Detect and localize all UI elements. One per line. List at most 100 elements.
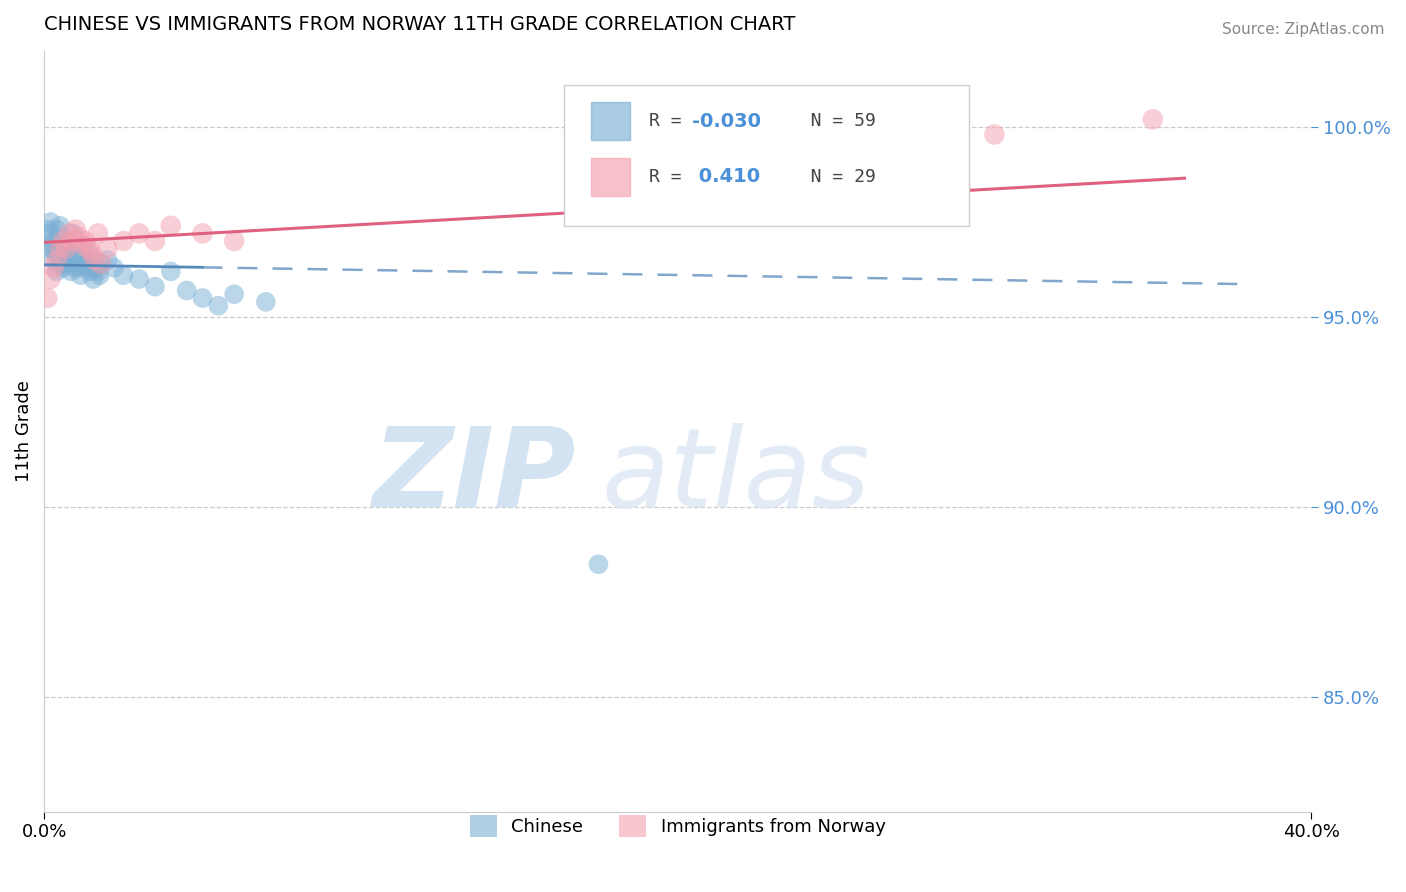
Point bbox=[75, 253, 97, 268]
Point bbox=[67, 242, 90, 256]
Point bbox=[96, 253, 118, 268]
Point bbox=[70, 237, 93, 252]
Point bbox=[53, 242, 76, 256]
Point bbox=[42, 234, 65, 248]
Text: N = 59: N = 59 bbox=[778, 112, 876, 130]
Point bbox=[49, 242, 72, 256]
Point bbox=[112, 268, 135, 283]
Point bbox=[60, 264, 83, 278]
Point bbox=[224, 234, 246, 248]
Point bbox=[79, 264, 101, 278]
Point bbox=[86, 260, 108, 275]
Point bbox=[176, 284, 198, 298]
Point bbox=[39, 242, 62, 256]
Point bbox=[75, 234, 97, 248]
Point bbox=[67, 260, 90, 275]
Point bbox=[56, 253, 79, 268]
Point bbox=[80, 260, 103, 275]
Point bbox=[96, 242, 118, 256]
Text: 0.410: 0.410 bbox=[692, 167, 759, 186]
Point bbox=[128, 272, 150, 286]
Point bbox=[52, 260, 75, 275]
Text: R =: R = bbox=[648, 112, 692, 130]
Point bbox=[62, 249, 84, 263]
Point bbox=[39, 272, 62, 286]
Point bbox=[44, 245, 66, 260]
Point bbox=[825, 139, 848, 153]
Text: CHINESE VS IMMIGRANTS FROM NORWAY 11TH GRADE CORRELATION CHART: CHINESE VS IMMIGRANTS FROM NORWAY 11TH G… bbox=[44, 15, 796, 34]
Bar bbox=[592, 103, 630, 140]
Point bbox=[37, 227, 59, 241]
Point bbox=[83, 253, 105, 268]
Bar bbox=[592, 158, 630, 195]
Point bbox=[70, 257, 93, 271]
Point bbox=[42, 253, 65, 268]
Point bbox=[45, 222, 67, 236]
Point bbox=[77, 245, 100, 260]
Point bbox=[45, 264, 67, 278]
Point bbox=[83, 253, 105, 268]
Point bbox=[224, 287, 246, 301]
Point bbox=[143, 279, 166, 293]
Point bbox=[55, 242, 77, 256]
Point bbox=[588, 558, 610, 572]
Point bbox=[51, 257, 73, 271]
Text: atlas: atlas bbox=[602, 424, 870, 531]
Point bbox=[254, 294, 277, 309]
Point bbox=[159, 264, 181, 278]
Point bbox=[666, 158, 689, 172]
Point bbox=[52, 234, 75, 248]
Point bbox=[65, 234, 87, 248]
Text: -0.030: -0.030 bbox=[692, 112, 761, 131]
Point bbox=[37, 291, 59, 305]
Legend: Chinese, Immigrants from Norway: Chinese, Immigrants from Norway bbox=[463, 808, 893, 845]
Point bbox=[65, 222, 87, 236]
Point bbox=[58, 227, 80, 241]
Point bbox=[90, 257, 112, 271]
Point bbox=[55, 253, 77, 268]
Point bbox=[77, 242, 100, 256]
Point bbox=[73, 257, 96, 271]
Point bbox=[983, 128, 1005, 142]
Point bbox=[191, 291, 214, 305]
Point bbox=[65, 253, 87, 268]
Point bbox=[62, 227, 84, 241]
Point bbox=[103, 260, 125, 275]
Point bbox=[67, 230, 90, 244]
Point bbox=[55, 234, 77, 248]
Point bbox=[87, 227, 110, 241]
Point bbox=[1142, 112, 1164, 127]
Point bbox=[49, 219, 72, 233]
Point bbox=[207, 299, 229, 313]
Point bbox=[82, 272, 104, 286]
Point bbox=[63, 260, 86, 275]
Point bbox=[42, 260, 65, 275]
FancyBboxPatch shape bbox=[564, 85, 969, 226]
Point bbox=[49, 230, 72, 244]
Point bbox=[70, 237, 93, 252]
Point bbox=[76, 260, 98, 275]
Point bbox=[41, 237, 63, 252]
Point bbox=[62, 234, 84, 248]
Point bbox=[58, 242, 80, 256]
Text: Source: ZipAtlas.com: Source: ZipAtlas.com bbox=[1222, 22, 1385, 37]
Point bbox=[90, 257, 112, 271]
Text: ZIP: ZIP bbox=[373, 424, 576, 531]
Point bbox=[191, 227, 214, 241]
Y-axis label: 11th Grade: 11th Grade bbox=[15, 380, 32, 482]
Point bbox=[159, 219, 181, 233]
Point bbox=[52, 237, 75, 252]
Text: N = 29: N = 29 bbox=[778, 168, 876, 186]
Point bbox=[128, 227, 150, 241]
Point bbox=[87, 264, 110, 278]
Text: R =: R = bbox=[648, 168, 692, 186]
Point bbox=[69, 268, 91, 283]
Point bbox=[58, 257, 80, 271]
Point bbox=[89, 268, 111, 283]
Point bbox=[112, 234, 135, 248]
Point bbox=[38, 222, 60, 236]
Point bbox=[66, 245, 89, 260]
Point bbox=[80, 245, 103, 260]
Point bbox=[45, 253, 67, 268]
Point bbox=[49, 242, 72, 256]
